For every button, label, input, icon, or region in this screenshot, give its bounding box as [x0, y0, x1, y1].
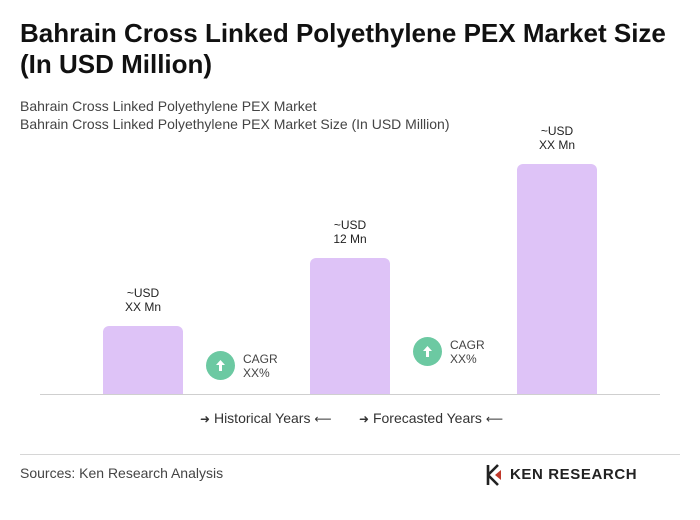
arrow-right-icon: ➜ [359, 412, 370, 426]
bar-2 [310, 258, 390, 394]
cagr-value: XX% [243, 366, 270, 380]
ken-logo-icon [486, 464, 501, 486]
arrow-up-icon [413, 337, 442, 366]
bar-value-label-line1: ~USD [540, 124, 574, 138]
cagr-label: CAGR XX% [450, 338, 485, 366]
logo-text: KEN RESEARCH [510, 466, 638, 483]
chart-baseline [40, 394, 660, 395]
chart-title: Bahrain Cross Linked Polyethylene PEX Ma… [20, 18, 666, 79]
legend-label: Historical Years [213, 410, 311, 426]
bar-value-label: ~USD XX Mn [497, 124, 617, 152]
bar-value-label-line1: ~USD [126, 286, 160, 300]
bar-value-label-line1: ~USD [333, 218, 367, 232]
bar-1 [103, 326, 183, 394]
legend-label: Forecasted Years [372, 410, 482, 426]
chart-subtitle: Bahrain Cross Linked Polyethylene PEX Ma… [20, 98, 317, 114]
bar-value-label: ~USD XX Mn [83, 286, 203, 314]
cagr-label-title: CAGR [243, 352, 278, 366]
chart-subtitle-secondary: Bahrain Cross Linked Polyethylene PEX Ma… [20, 116, 450, 132]
bar-value-label-line2: XX Mn [538, 138, 575, 152]
legend-historical-years: ➜ Historical Years ⟵ [200, 410, 332, 428]
arrow-left-icon: ⟵ [314, 412, 332, 426]
cagr-label: CAGR XX% [243, 352, 278, 380]
arrow-left-icon: ⟵ [485, 412, 504, 426]
sources-text: Sources: Ken Research Analysis [20, 465, 224, 481]
arrow-right-icon: ➜ [200, 412, 211, 426]
cagr-value: XX% [450, 352, 477, 366]
bar-value-label-line2: XX Mn [124, 300, 161, 314]
ken-research-logo: KEN RESEARCH [486, 464, 637, 486]
bar-value-label-line2: 12 Mn [333, 232, 367, 246]
bar-value-label: ~USD 12 Mn [290, 218, 410, 246]
legend-forecasted-years: ➜ Forecasted Years ⟵ [359, 410, 503, 428]
bar-3 [517, 164, 597, 394]
footer-divider [20, 454, 680, 455]
cagr-label-title: CAGR [450, 338, 485, 352]
arrow-up-icon [206, 351, 235, 380]
